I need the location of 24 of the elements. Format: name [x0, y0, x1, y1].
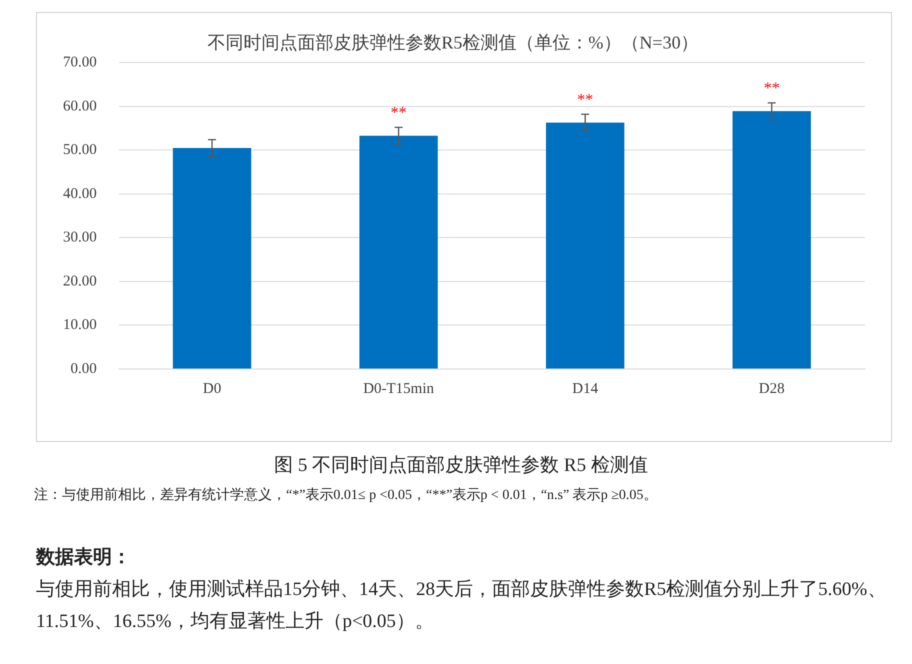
chart-title: 不同时间点面部皮肤弹性参数R5检测值（单位：%）（N=30）	[207, 32, 699, 53]
x-tick-label: D28	[758, 380, 785, 397]
y-tick-label: 50.00	[63, 142, 97, 158]
bar	[172, 148, 252, 368]
caption: 图 5 不同时间点面部皮肤弹性参数 R5 检测值	[273, 454, 649, 478]
x-tick-label: D0-T15min	[363, 380, 435, 397]
y-tick-label: 30.00	[63, 230, 97, 246]
annotation: **	[764, 80, 780, 98]
text: 与使用前相比，使用测试样品15分钟、14天、28天后，面部皮肤弹性参数R5检测值分别上升了5.60%、11.51%、16.55%，均有显著性上升（p<0.05）。	[36, 578, 888, 634]
y-tick-label: 10.00	[63, 317, 97, 334]
y-tick-label: 20.00	[63, 273, 97, 290]
x-tick-label: D0	[202, 380, 222, 397]
y-tick-label: 70.00	[63, 54, 97, 71]
bar	[546, 122, 624, 368]
text: 注：与使用前相比，差异有统计学意义，“*”表示0.01≤ p <0.05，“**”表示p < 0.01，“n.s” 表示p ≥0.05。	[34, 486, 658, 504]
bar	[359, 136, 438, 368]
bar	[732, 111, 811, 368]
annotation: **	[390, 104, 407, 122]
annotation: **	[577, 91, 594, 108]
y-tick-label: 60.00	[63, 98, 97, 114]
x-tick-label: D14	[572, 380, 599, 397]
y-tick-label: 40.00	[63, 186, 97, 202]
y-tick-label: 0.00	[70, 360, 97, 377]
text: 数据表明：	[36, 545, 132, 570]
